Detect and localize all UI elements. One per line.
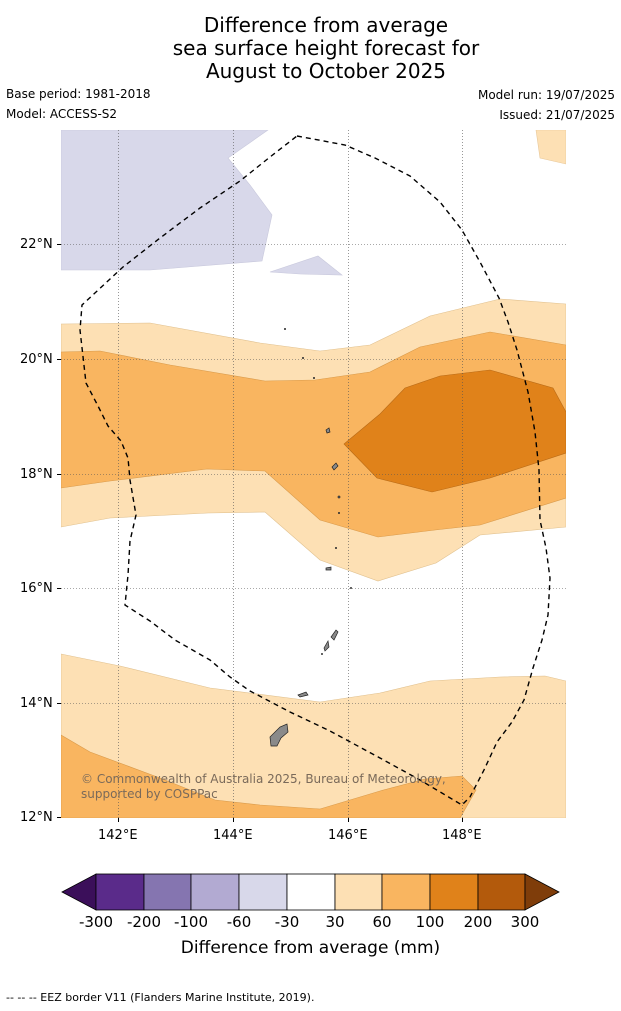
island-sarigan [337,511,341,515]
island-guguan [334,546,338,550]
colorbar-swatch-60-100 [381,873,431,911]
title-line-3: August to October 2025 [205,59,447,83]
colorbar-swatch-200-300 [477,873,526,911]
contour-30-60-south [61,653,566,818]
island-farallon [283,327,287,331]
island-asuncion [312,376,316,380]
contour-60-100-south [61,734,477,818]
copyright-notice: © Commonwealth of Australia 2025, Bureau… [81,772,446,801]
island-maug [301,356,305,360]
colorbar-swatch-above-300 [524,873,560,911]
colorbar-tick: 100 [415,913,445,931]
island-rota [297,691,309,698]
lat-label-22n: 22°N [20,237,53,252]
island-agrihan [325,427,331,434]
title-line-1: Difference from average [203,13,449,37]
island-saipan [330,629,339,641]
base-period: Base period: 1981-2018 [6,87,151,101]
island-pagan [331,462,339,471]
eez-legend-footnote: -- -- -- EEZ border V11 (Flanders Marine… [6,991,315,1004]
island-guam [269,723,289,747]
lat-label-18n: 18°N [20,467,53,482]
colorbar-swatch--60--30 [238,873,288,911]
title-line-2: sea surface height forecast for [172,36,480,60]
graticule [61,130,566,818]
map-area [61,130,566,818]
colorbar-tick: -60 [226,913,252,931]
colorbar-swatch-30-60 [334,873,383,911]
chart-title: Difference from average sea surface heig… [0,14,621,83]
colorbar-tick: 60 [372,913,392,931]
colorbar-tick: 300 [510,913,540,931]
colorbar-label: Difference from average (mm) [180,938,441,958]
colorbar-swatch-below--300 [61,873,97,911]
colorbar-swatch--30-30 [286,873,336,911]
contour-negative-30-60 [61,130,273,271]
island-alamagan [337,495,341,499]
lat-label-20n: 20°N [20,352,53,367]
eez-border [79,135,551,806]
colorbar-swatch--300--200 [95,873,145,911]
contour-30-60-corner [535,130,566,165]
islands [269,327,352,747]
colorbar-tick: -300 [78,913,114,931]
lat-label-14n: 14°N [20,696,53,711]
issued-date: Issued: 21/07/2025 [499,108,615,122]
colorbar [61,873,560,911]
island-anatahan [325,566,332,571]
lon-label-142e: 142°E [98,828,138,843]
lat-label-12n: 12°N [20,810,53,825]
contour-100-200-core [343,369,566,493]
axis-ticks [57,244,463,822]
lon-label-148e: 148°E [442,828,482,843]
lon-label-146e: 146°E [328,828,368,843]
colorbar-swatch--100--60 [190,873,240,911]
island-tinian [323,639,330,652]
colorbar-tick: -30 [274,913,300,931]
island-aguijan [321,653,323,655]
colorbar-tick: 200 [463,913,493,931]
island-medinilla [350,587,352,589]
model-run: Model run: 19/07/2025 [477,88,615,102]
colorbar-tick: -200 [126,913,162,931]
lat-label-16n: 16°N [20,581,53,596]
model-name: Model: ACCESS-S2 [6,107,118,121]
lon-label-144e: 144°E [213,828,253,843]
colorbar-tick: -100 [173,913,209,931]
colorbar-tick: 30 [325,913,345,931]
contour-negative-30-60-patch [269,255,343,276]
colorbar-swatch--200--100 [143,873,192,911]
colorbar-swatch-100-200 [429,873,479,911]
